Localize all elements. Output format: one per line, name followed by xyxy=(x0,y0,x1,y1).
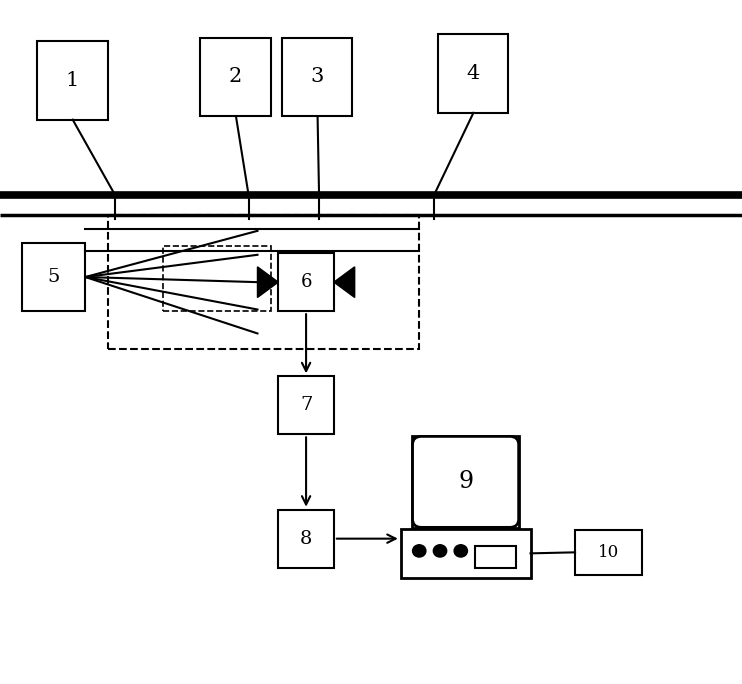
Bar xyxy=(282,38,352,116)
Bar xyxy=(401,529,531,578)
Bar xyxy=(412,436,519,528)
Bar xyxy=(278,376,334,434)
Bar xyxy=(575,530,642,575)
Circle shape xyxy=(433,544,447,557)
Text: 4: 4 xyxy=(467,64,479,83)
Bar xyxy=(278,510,334,568)
Bar xyxy=(200,38,271,116)
Bar xyxy=(438,34,508,113)
Circle shape xyxy=(454,544,467,557)
Text: 9: 9 xyxy=(458,471,473,493)
Polygon shape xyxy=(334,267,355,298)
Bar xyxy=(108,215,419,349)
Text: 2: 2 xyxy=(229,68,242,86)
Bar xyxy=(22,243,85,311)
Text: 3: 3 xyxy=(310,68,324,86)
Text: 5: 5 xyxy=(47,268,60,286)
Polygon shape xyxy=(257,267,278,298)
Text: 1: 1 xyxy=(65,71,79,90)
Text: 10: 10 xyxy=(598,544,619,561)
Bar xyxy=(475,546,516,568)
Bar xyxy=(278,253,334,311)
Text: 8: 8 xyxy=(300,529,312,548)
Bar xyxy=(163,246,271,311)
Text: 7: 7 xyxy=(300,396,312,415)
Text: 6: 6 xyxy=(301,273,312,291)
Circle shape xyxy=(413,544,426,557)
FancyBboxPatch shape xyxy=(413,436,519,527)
Bar xyxy=(37,41,108,120)
